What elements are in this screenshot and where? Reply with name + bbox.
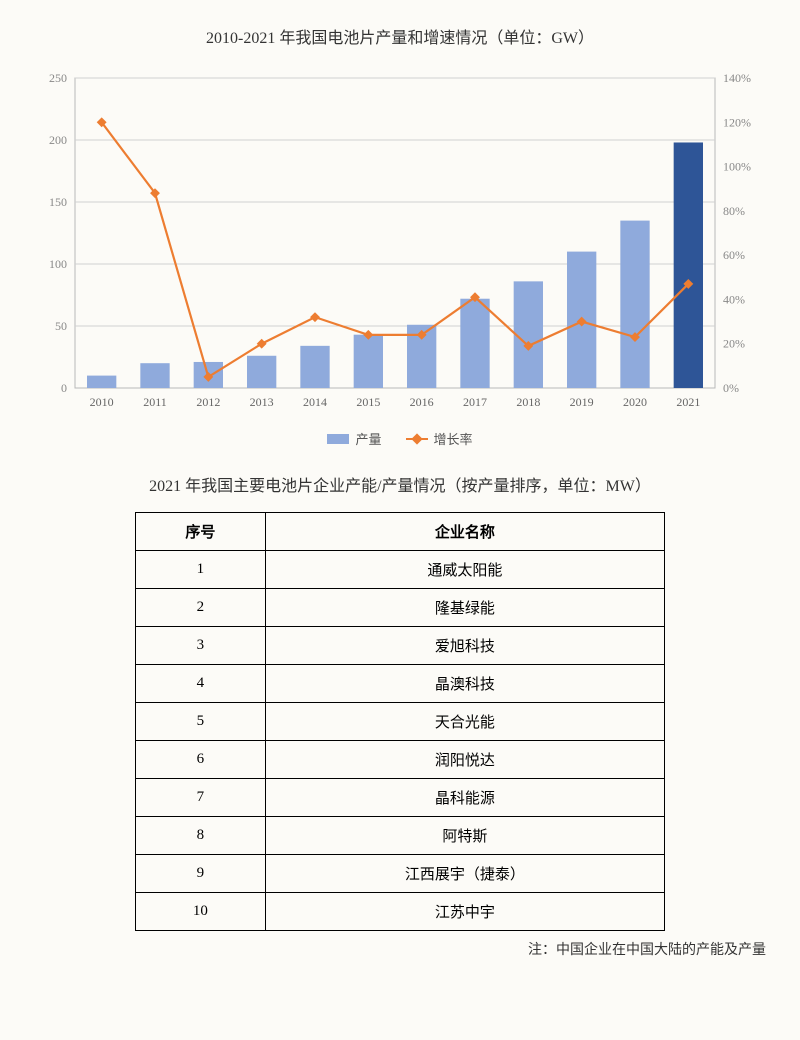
legend-line-item: 增长率 — [406, 429, 473, 448]
table-row: 7晶科能源 — [136, 779, 665, 817]
cell-index: 1 — [136, 551, 266, 589]
cell-index: 2 — [136, 589, 266, 627]
svg-text:200: 200 — [49, 133, 67, 147]
svg-text:2013: 2013 — [250, 395, 274, 409]
svg-text:0%: 0% — [723, 381, 739, 395]
svg-text:100%: 100% — [723, 160, 751, 174]
svg-text:2016: 2016 — [410, 395, 434, 409]
cell-index: 9 — [136, 855, 266, 893]
cell-index: 6 — [136, 741, 266, 779]
legend-line-label: 增长率 — [434, 429, 473, 448]
svg-text:2010: 2010 — [90, 395, 114, 409]
svg-text:120%: 120% — [723, 115, 751, 129]
cell-index: 3 — [136, 627, 266, 665]
svg-text:150: 150 — [49, 195, 67, 209]
col-header-index: 序号 — [136, 513, 266, 551]
svg-text:2021: 2021 — [676, 395, 700, 409]
cell-index: 8 — [136, 817, 266, 855]
svg-text:2017: 2017 — [463, 395, 487, 409]
table-row: 9江西展宇（捷泰） — [136, 855, 665, 893]
table-row: 6润阳悦达 — [136, 741, 665, 779]
cell-index: 7 — [136, 779, 266, 817]
svg-text:60%: 60% — [723, 248, 745, 262]
chart-svg: 0 50 100 150 200 250 0% 20% 40% 60% 80% 100% 120% 140… — [30, 68, 770, 418]
svg-text:140%: 140% — [723, 71, 751, 85]
svg-text:20%: 20% — [723, 337, 745, 351]
legend-line-icon — [406, 438, 428, 440]
cell-index: 4 — [136, 665, 266, 703]
cell-name: 晶澳科技 — [265, 665, 664, 703]
legend-bar-label: 产量 — [355, 429, 381, 448]
cell-name: 隆基绿能 — [265, 589, 664, 627]
legend-bar-icon — [327, 434, 349, 444]
table-row: 3爱旭科技 — [136, 627, 665, 665]
table-title: 2021 年我国主要电池片企业产能/产量情况（按产量排序，单位：MW） — [20, 472, 780, 496]
svg-text:2018: 2018 — [516, 395, 540, 409]
svg-text:100: 100 — [49, 257, 67, 271]
cell-name: 爱旭科技 — [265, 627, 664, 665]
svg-text:2015: 2015 — [356, 395, 380, 409]
cell-name: 润阳悦达 — [265, 741, 664, 779]
cell-name: 阿特斯 — [265, 817, 664, 855]
footnote: 注：中国企业在中国大陆的产能及产量 — [30, 939, 770, 959]
cell-name: 天合光能 — [265, 703, 664, 741]
chart-title: 2010-2021 年我国电池片产量和增速情况（单位：GW） — [20, 24, 780, 48]
svg-text:2020: 2020 — [623, 395, 647, 409]
table-row: 10江苏中宇 — [136, 893, 665, 931]
cell-index: 10 — [136, 893, 266, 931]
table-row: 5天合光能 — [136, 703, 665, 741]
table-row: 2隆基绿能 — [136, 589, 665, 627]
table-row: 1通威太阳能 — [136, 551, 665, 589]
svg-text:2014: 2014 — [303, 395, 327, 409]
cell-index: 5 — [136, 703, 266, 741]
svg-text:80%: 80% — [723, 204, 745, 218]
svg-text:2011: 2011 — [143, 395, 167, 409]
company-table: 序号 企业名称 1通威太阳能2隆基绿能3爱旭科技4晶澳科技5天合光能6润阳悦达7… — [135, 512, 665, 931]
svg-text:2012: 2012 — [196, 395, 220, 409]
table-row: 4晶澳科技 — [136, 665, 665, 703]
svg-text:40%: 40% — [723, 292, 745, 306]
cell-name: 通威太阳能 — [265, 551, 664, 589]
legend-bar-item: 产量 — [327, 429, 381, 448]
table-header-row: 序号 企业名称 — [136, 513, 665, 551]
col-header-name: 企业名称 — [265, 513, 664, 551]
chart-legend: 产量 增长率 — [30, 429, 770, 448]
cell-name: 江苏中宇 — [265, 893, 664, 931]
svg-text:50: 50 — [55, 319, 67, 333]
table-row: 8阿特斯 — [136, 817, 665, 855]
svg-text:0: 0 — [61, 381, 67, 395]
cell-name: 江西展宇（捷泰） — [265, 855, 664, 893]
cell-name: 晶科能源 — [265, 779, 664, 817]
chart-area: 0 50 100 150 200 250 0% 20% 40% 60% 80% 100% 120% 140… — [30, 68, 770, 448]
svg-text:250: 250 — [49, 71, 67, 85]
svg-text:2019: 2019 — [570, 395, 594, 409]
